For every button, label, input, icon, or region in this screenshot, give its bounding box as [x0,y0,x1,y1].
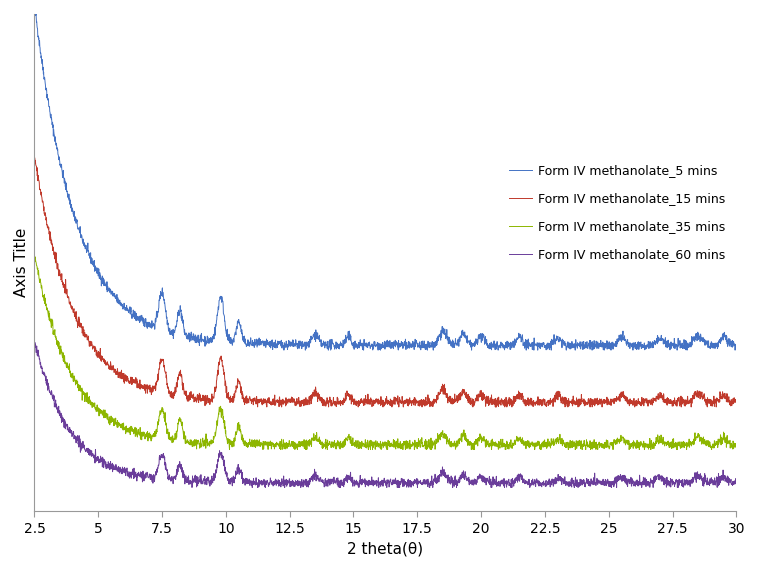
Form IV methanolate_60 mins [396,478,405,485]
Form IV methanolate_35 mins [581,442,591,449]
Form IV methanolate_60 mins [30,339,39,346]
Form IV methanolate_5 mins [732,343,741,349]
Form IV methanolate_5 mins [726,343,735,349]
Line: Form IV methanolate_15 mins: Form IV methanolate_15 mins [34,158,736,407]
Form IV methanolate_5 mins [181,332,190,339]
Form IV methanolate_15 mins [727,400,736,406]
Line: Form IV methanolate_60 mins: Form IV methanolate_60 mins [34,343,736,487]
Form IV methanolate_15 mins [30,154,39,161]
Form IV methanolate_35 mins [30,254,39,261]
Form IV methanolate_15 mins [581,400,591,406]
Form IV methanolate_35 mins [225,446,234,453]
Form IV methanolate_5 mins [30,0,39,7]
Form IV methanolate_5 mins [137,312,146,319]
Form IV methanolate_35 mins [727,440,736,447]
Form IV methanolate_15 mins [396,398,405,405]
Form IV methanolate_60 mins [187,484,197,491]
Form IV methanolate_35 mins [732,442,741,449]
Form IV methanolate_5 mins [279,347,288,353]
Form IV methanolate_15 mins [629,398,638,405]
Form IV methanolate_5 mins [396,341,405,348]
Form IV methanolate_35 mins [396,443,405,450]
Form IV methanolate_15 mins [30,156,39,163]
Form IV methanolate_35 mins [137,429,146,436]
Form IV methanolate_60 mins [181,478,191,485]
Form IV methanolate_60 mins [137,469,146,476]
Form IV methanolate_15 mins [732,397,741,404]
Form IV methanolate_60 mins [581,480,591,487]
Form IV methanolate_15 mins [263,404,272,410]
X-axis label: 2 theta(θ): 2 theta(θ) [348,541,424,556]
Line: Form IV methanolate_5 mins: Form IV methanolate_5 mins [34,3,736,350]
Form IV methanolate_5 mins [628,339,638,346]
Form IV methanolate_15 mins [137,382,146,389]
Form IV methanolate_35 mins [181,433,191,439]
Form IV methanolate_60 mins [30,340,39,347]
Legend: Form IV methanolate_5 mins, Form IV methanolate_15 mins, Form IV methanolate_35 : Form IV methanolate_5 mins, Form IV meth… [504,160,730,266]
Form IV methanolate_5 mins [581,341,591,348]
Form IV methanolate_35 mins [30,253,39,260]
Form IV methanolate_60 mins [727,480,736,487]
Y-axis label: Axis Title: Axis Title [14,228,29,297]
Form IV methanolate_35 mins [629,437,638,444]
Form IV methanolate_15 mins [181,392,191,399]
Form IV methanolate_60 mins [629,478,638,484]
Line: Form IV methanolate_35 mins: Form IV methanolate_35 mins [34,256,736,450]
Form IV methanolate_60 mins [732,478,741,485]
